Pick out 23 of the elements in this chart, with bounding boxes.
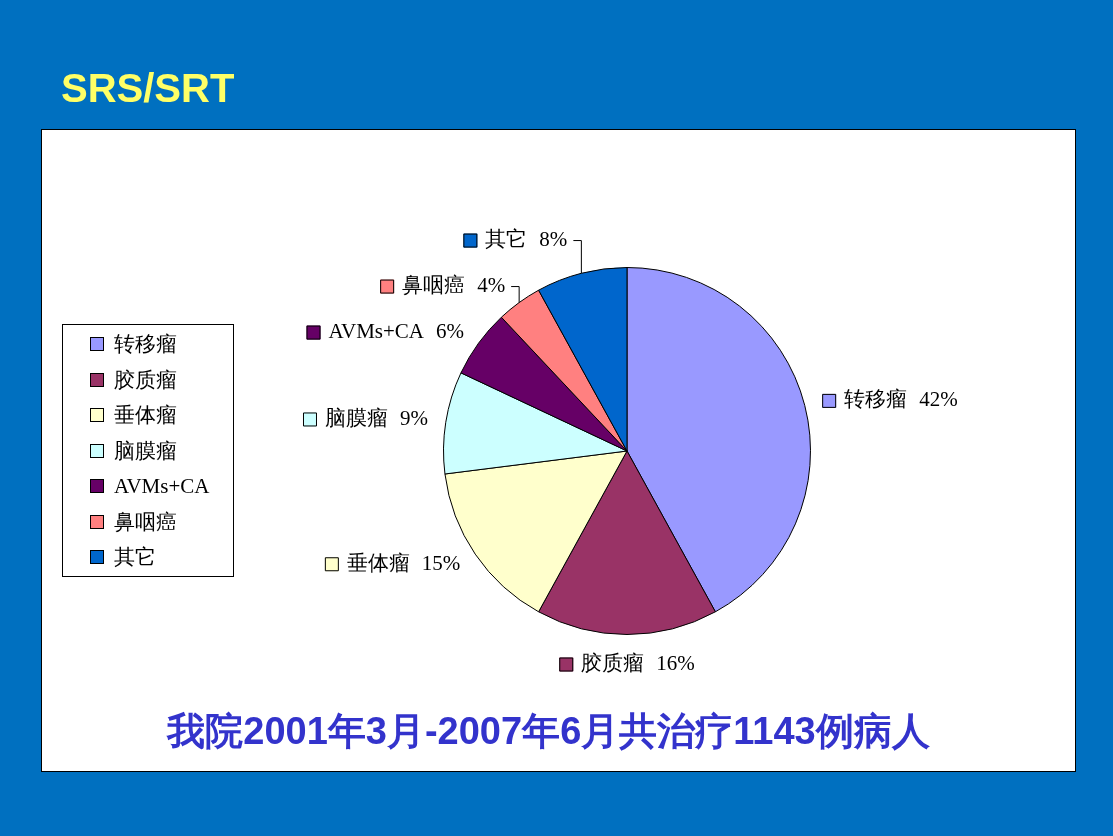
text: 我院2001年3月-2007年6月共治疗1143例病人 <box>165 709 931 754</box>
chart-title: SRS/SRT <box>61 65 235 112</box>
legend-label: AVMs+CA <box>328 319 425 344</box>
legend-label: 胶质瘤 <box>581 651 645 676</box>
data-label: 16% <box>656 651 695 676</box>
data-label: 8% <box>539 227 568 252</box>
category-label: 其它 <box>114 545 156 570</box>
data-label: 15% <box>421 550 461 575</box>
category-label: 胶质瘤 <box>114 367 177 392</box>
category-label: 脑膜瘤 <box>114 438 177 463</box>
legend-label: 鼻咽癌 <box>402 273 466 298</box>
legend-label: 其它 <box>485 227 528 252</box>
category-label: 垂体瘤 <box>114 403 177 428</box>
data-label: 4% <box>477 273 506 298</box>
legend-label: 垂体瘤 <box>346 550 410 575</box>
data-label: 6% <box>435 319 464 344</box>
legend-label: 转移瘤 <box>844 387 908 412</box>
data-label: 42% <box>919 387 958 412</box>
data-label: 9% <box>399 405 428 430</box>
legend-label: 脑膜瘤 <box>324 405 388 430</box>
category-label: 鼻咽癌 <box>114 509 177 534</box>
category-label: 转移瘤 <box>114 332 177 357</box>
category-label: AVMs+CA <box>114 473 210 498</box>
